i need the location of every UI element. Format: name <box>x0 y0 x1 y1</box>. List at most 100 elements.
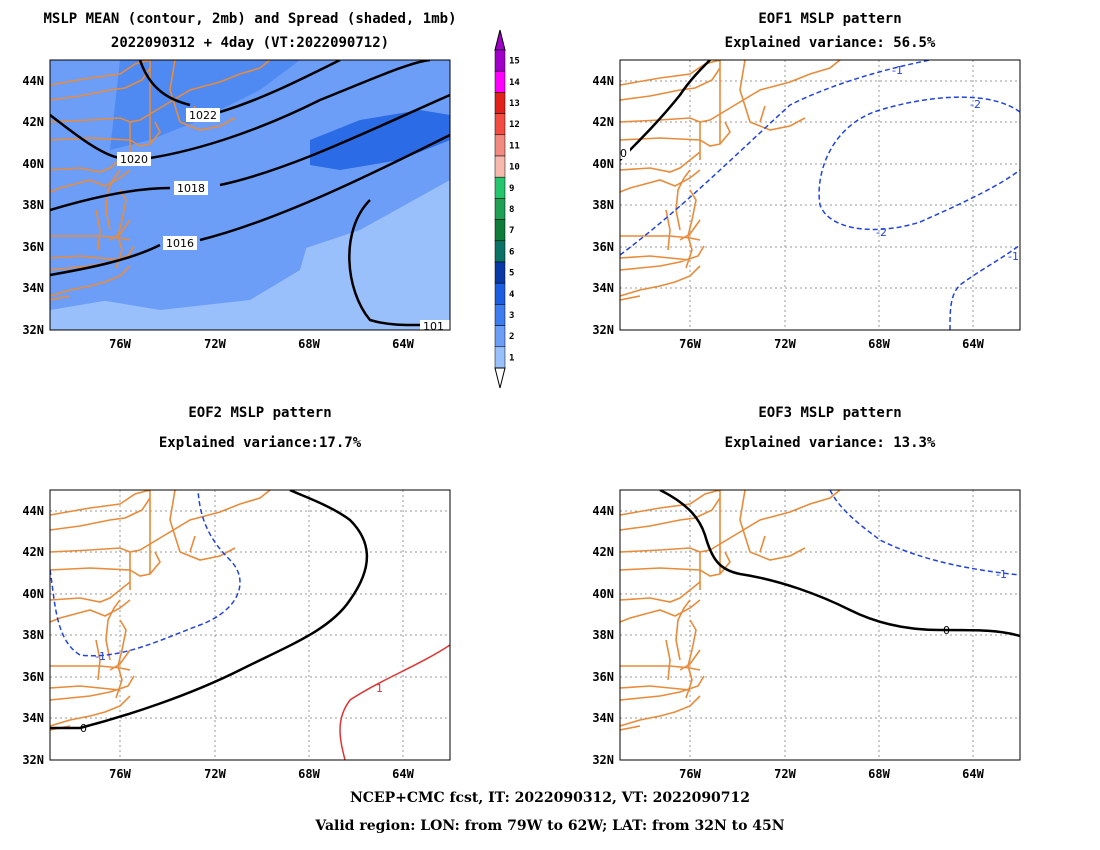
lon-tick-label: 64W <box>392 337 414 351</box>
lat-tick-label: 42N <box>592 545 614 559</box>
colorbar-label: 11 <box>509 141 520 151</box>
colorbar-label: 15 <box>509 57 520 67</box>
colorbar-label: 5 <box>509 269 514 279</box>
spread-colorbar: 15 14 13 12 11 10 9 8 7 6 5 4 3 2 1 <box>494 29 520 389</box>
mean-title-line2: 2022090312 + 4day (VT:2022090712) <box>110 35 390 51</box>
lat-tick-label: 42N <box>592 115 614 129</box>
eof3-contour-label: -1 <box>996 568 1007 581</box>
colorbar-swatch <box>494 240 506 263</box>
lat-tick-label: 44N <box>592 74 614 88</box>
lat-tick-label: 44N <box>22 74 44 88</box>
lat-tick-label: 38N <box>22 628 44 642</box>
eof1-contour-label: 0 <box>620 147 627 160</box>
colorbar-swatch <box>494 219 506 242</box>
lon-tick-label: 64W <box>962 337 984 351</box>
colorbar-swatch <box>494 134 506 157</box>
lat-tick-label: 36N <box>22 240 44 254</box>
colorbar-swatch <box>494 304 506 326</box>
lat-tick-label: 40N <box>22 587 44 601</box>
lon-tick-label: 64W <box>392 767 414 781</box>
colorbar-swatch <box>494 325 506 348</box>
eof3-title-line1: EOF3 MSLP pattern <box>758 405 902 421</box>
eof2-contour-label: -1 <box>95 650 106 663</box>
colorbar-swatch <box>494 282 506 305</box>
colorbar-label: 2 <box>509 332 514 342</box>
lon-tick-label: 76W <box>109 337 131 351</box>
colorbar-swatch <box>494 261 506 284</box>
eof1-title-line2: Explained variance: 56.5% <box>724 35 936 51</box>
colorbar-label: 9 <box>509 184 514 194</box>
lat-tick-label: 38N <box>22 198 44 212</box>
lat-tick-label: 42N <box>22 545 44 559</box>
eof1-contour-label: -2 <box>970 98 981 111</box>
colorbar-bottom-arrow <box>494 367 506 389</box>
eof1-panel: 0 -1 -2 -2 -1 <box>619 59 1021 331</box>
lat-tick-label: 32N <box>592 323 614 337</box>
lon-tick-label: 72W <box>774 767 796 781</box>
mean-contour-label: 1022 <box>189 109 217 122</box>
axis-labels: 44N 42N 40N 38N 36N 34N 32N 76W 72W 68W 64W 44N 42N 4… <box>22 74 984 781</box>
mean-contour-label: 1018 <box>177 182 205 195</box>
lon-tick-label: 76W <box>109 767 131 781</box>
colorbar-label: 1 <box>509 353 514 363</box>
lon-tick-label: 76W <box>679 767 701 781</box>
lat-tick-label: 32N <box>22 323 44 337</box>
footer-line1: NCEP+CMC fcst, IT: 2022090312, VT: 20220… <box>349 790 751 806</box>
colorbar-swatch <box>494 113 506 136</box>
colorbar-label: 13 <box>509 99 520 109</box>
lon-tick-label: 76W <box>679 337 701 351</box>
lat-tick-label: 36N <box>592 240 614 254</box>
eof2-contour-label: 1 <box>376 682 383 695</box>
mean-panel: 1022 1020 1018 1016 101 <box>49 59 451 333</box>
lon-tick-label: 72W <box>204 767 226 781</box>
mean-contour-label: 101 <box>423 320 444 333</box>
lat-tick-label: 40N <box>22 157 44 171</box>
mean-contour-label: 1020 <box>120 153 148 166</box>
colorbar-swatch <box>494 198 506 220</box>
colorbar-swatch <box>494 70 506 93</box>
lon-tick-label: 68W <box>298 337 320 351</box>
lat-tick-label: 32N <box>22 753 44 767</box>
lon-tick-label: 68W <box>298 767 320 781</box>
mean-contour-label: 1016 <box>166 237 194 250</box>
eof1-contour-label: -1 <box>1008 250 1019 263</box>
lat-tick-label: 36N <box>22 670 44 684</box>
colorbar-label: 4 <box>509 290 515 300</box>
lat-tick-label: 36N <box>592 670 614 684</box>
eof1-title-line1: EOF1 MSLP pattern <box>758 11 902 27</box>
colorbar-label: 12 <box>509 120 520 130</box>
colorbar-label: 7 <box>509 226 514 236</box>
colorbar-swatch <box>494 176 506 199</box>
colorbar-label: 14 <box>509 78 520 88</box>
colorbar-swatch <box>494 155 506 178</box>
eof3-title-line2: Explained variance: 13.3% <box>724 435 936 451</box>
lat-tick-label: 38N <box>592 628 614 642</box>
lon-tick-label: 72W <box>774 337 796 351</box>
eof1-contour-label: -2 <box>876 226 887 239</box>
eof2-panel: 0 -1 1 <box>49 489 451 761</box>
colorbar-label: 8 <box>509 205 514 215</box>
eof2-contour-label: 0 <box>80 722 87 735</box>
colorbar-label: 10 <box>509 163 520 173</box>
footer-line2: Valid region: LON: from 79W to 62W; LAT:… <box>315 818 785 834</box>
colorbar-top-arrow <box>494 29 506 51</box>
colorbar-swatch <box>494 92 506 114</box>
lat-tick-label: 32N <box>592 753 614 767</box>
eof1-contour-label: -1 <box>892 64 903 77</box>
lat-tick-label: 34N <box>22 281 44 295</box>
eof2-title-line2: Explained variance:17.7% <box>158 435 362 451</box>
lat-tick-label: 34N <box>592 711 614 725</box>
lat-tick-label: 38N <box>592 198 614 212</box>
lon-tick-label: 72W <box>204 337 226 351</box>
eof3-contour-label: 0 <box>943 624 950 637</box>
lat-tick-label: 40N <box>592 587 614 601</box>
lat-tick-label: 44N <box>22 504 44 518</box>
lat-tick-label: 34N <box>592 281 614 295</box>
colorbar-label: 6 <box>509 247 514 257</box>
eof2-title-line1: EOF2 MSLP pattern <box>188 405 332 421</box>
lon-tick-label: 64W <box>962 767 984 781</box>
colorbar-swatch <box>494 49 506 72</box>
mean-title-line1: MSLP MEAN (contour, 2mb) and Spread (sha… <box>43 11 457 27</box>
colorbar-swatch <box>494 346 506 369</box>
